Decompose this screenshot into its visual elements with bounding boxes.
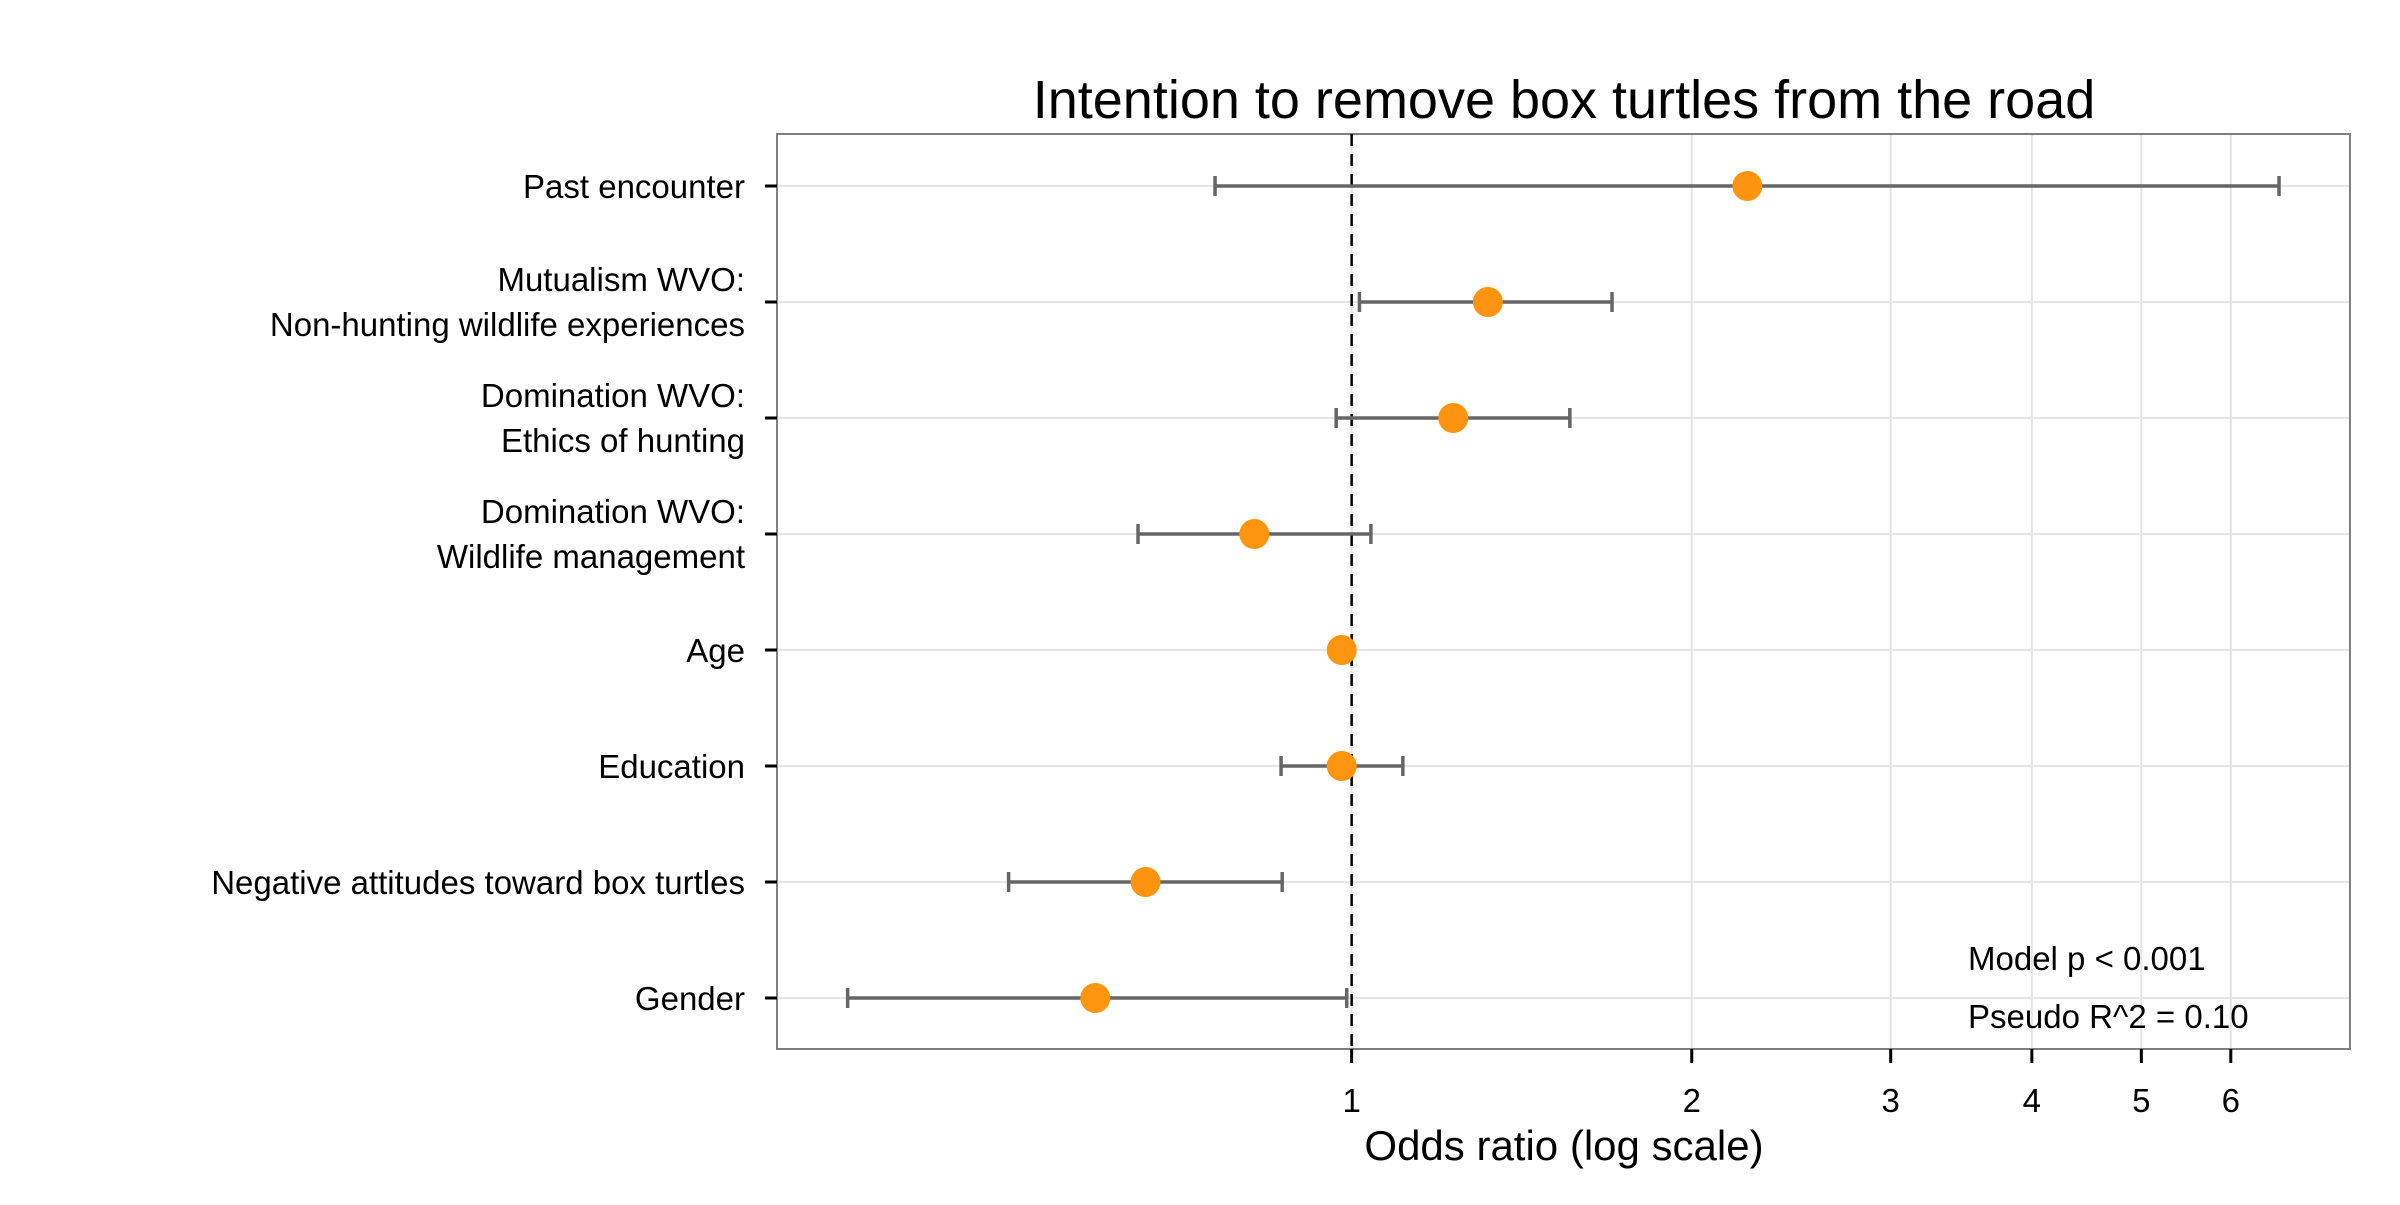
y-tick-label: Gender: [635, 980, 745, 1017]
point-estimate: [1732, 171, 1763, 201]
x-tick-label: 6: [2222, 1082, 2240, 1119]
row-mark: [1136, 519, 1373, 549]
row-mark: [1006, 867, 1284, 897]
y-tick-label: Education: [598, 748, 745, 785]
annotation-model-p: Model p < 0.001: [1968, 940, 2206, 977]
point-estimate: [1326, 751, 1357, 781]
data-marks: [845, 171, 2281, 1013]
y-tick-label: Age: [686, 632, 745, 669]
y-tick-label: Mutualism WVO:: [497, 261, 745, 298]
y-tick-label: Domination WVO:: [481, 377, 745, 414]
x-tick-label: 1: [1342, 1082, 1360, 1119]
y-tick-label: Ethics of hunting: [501, 422, 745, 459]
x-axis-ticks: 1 2 3 4 5 6: [1342, 1049, 2240, 1119]
annotation-pseudo-r2: Pseudo R^2 = 0.10: [1968, 998, 2249, 1035]
x-tick-label: 2: [1683, 1082, 1701, 1119]
point-estimate: [1326, 635, 1357, 665]
x-tick-label: 3: [1882, 1082, 1900, 1119]
y-axis-labels: Past encounter Mutualism WVO: Non-hunting …: [211, 168, 777, 1017]
y-tick-label: Negative attitudes toward box turtles: [211, 864, 745, 901]
x-axis-title: Odds ratio (log scale): [1364, 1122, 1763, 1169]
row-mark: [1213, 171, 2281, 201]
y-tick-label: Past encounter: [523, 168, 745, 205]
x-tick-label: 4: [2023, 1082, 2041, 1119]
point-estimate: [1472, 287, 1503, 317]
y-tick-label: Non-hunting wildlife experiences: [270, 306, 745, 343]
point-estimate: [1130, 867, 1161, 897]
point-estimate: [1080, 983, 1111, 1013]
grid-lines: [777, 134, 2350, 1049]
row-mark: [1279, 751, 1405, 781]
y-tick-label: Wildlife management: [437, 538, 745, 575]
point-estimate: [1239, 519, 1270, 549]
chart-title: Intention to remove box turtles from the…: [1033, 70, 2096, 130]
x-tick-label: 5: [2132, 1082, 2150, 1119]
row-mark: [1326, 635, 1357, 665]
point-estimate: [1438, 403, 1469, 433]
y-tick-label: Domination WVO:: [481, 493, 745, 530]
row-mark: [1334, 403, 1572, 433]
row-mark: [1357, 287, 1614, 317]
row-mark: [845, 983, 1349, 1013]
plot-panel: [776, 133, 2351, 1050]
